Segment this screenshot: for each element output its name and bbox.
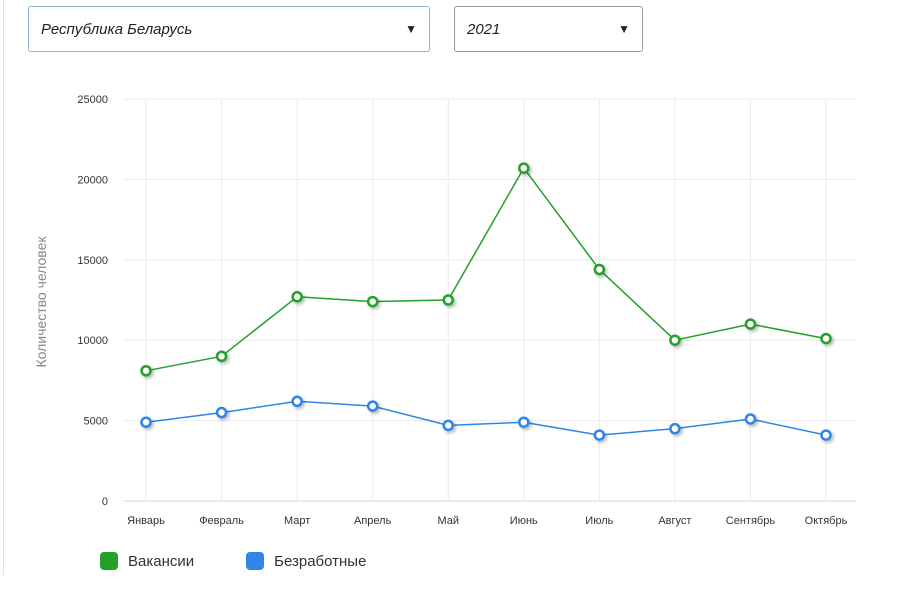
data-point-unemployed xyxy=(744,413,757,425)
chart-legend: Вакансии Безработные xyxy=(100,552,366,570)
chart-series xyxy=(140,162,832,441)
year-select[interactable]: 2021 ▼ xyxy=(454,6,643,52)
legend-item-unemployed[interactable]: Безработные xyxy=(246,552,366,570)
series-line-unemployed xyxy=(145,400,827,436)
x-tick-label: Май xyxy=(437,515,459,527)
data-point-unemployed xyxy=(140,416,152,428)
data-point-unemployed xyxy=(518,416,530,428)
y-tick-label: 10000 xyxy=(77,335,108,347)
x-tick-label: Октябрь xyxy=(805,515,848,527)
data-point-vacancies xyxy=(593,263,606,276)
data-point-vacancies xyxy=(366,295,379,308)
data-point-unemployed xyxy=(291,395,303,408)
region-select[interactable]: Республика Беларусь ▼ xyxy=(28,6,430,52)
data-point-unemployed xyxy=(215,406,228,419)
chevron-down-icon: ▼ xyxy=(405,22,417,36)
data-point-vacancies xyxy=(820,332,832,345)
legend-swatch-unemployed xyxy=(246,552,265,570)
year-select-value: 2021 xyxy=(467,20,501,38)
y-tick-label: 20000 xyxy=(77,174,108,186)
x-tick-label: Август xyxy=(658,515,691,527)
data-point-vacancies xyxy=(518,162,530,174)
series-line-vacancies xyxy=(145,167,827,372)
data-point-unemployed xyxy=(820,429,832,441)
data-point-vacancies xyxy=(215,350,228,363)
legend-item-vacancies[interactable]: Вакансии xyxy=(100,552,194,570)
legend-swatch-vacancies xyxy=(100,552,118,570)
data-point-vacancies xyxy=(744,318,757,330)
x-tick-label: Сентябрь xyxy=(726,515,776,527)
legend-label-unemployed: Безработные xyxy=(274,552,367,570)
data-point-vacancies xyxy=(291,291,303,303)
data-point-unemployed xyxy=(593,429,606,441)
legend-label-vacancies: Вакансии xyxy=(128,552,195,570)
x-tick-label: Февраль xyxy=(199,515,244,527)
x-tick-label: Июнь xyxy=(510,515,538,527)
x-tick-label: Январь xyxy=(127,515,165,527)
data-point-unemployed xyxy=(442,419,454,432)
y-axis-title: Количество человек xyxy=(33,236,49,368)
x-tick-label: Март xyxy=(284,515,310,527)
chevron-down-icon: ▼ xyxy=(618,22,630,36)
data-point-vacancies xyxy=(669,334,681,346)
data-point-vacancies xyxy=(442,294,454,306)
region-select-value: Республика Беларусь xyxy=(41,20,193,38)
data-point-unemployed xyxy=(366,400,379,412)
y-tick-label: 25000 xyxy=(77,94,108,106)
left-border xyxy=(3,0,4,575)
y-tick-label: 0 xyxy=(102,496,108,508)
y-tick-label: 5000 xyxy=(84,416,108,428)
data-point-unemployed xyxy=(669,422,681,435)
x-tick-label: Апрель xyxy=(354,515,392,527)
chart-axes: 0 5000 10000 15000 20000 25000 Январь Февраль Ма… xyxy=(33,94,848,527)
y-tick-label: 15000 xyxy=(77,255,108,267)
chart-grid xyxy=(124,98,856,502)
data-point-vacancies xyxy=(140,365,152,377)
x-tick-label: Июль xyxy=(585,515,613,527)
